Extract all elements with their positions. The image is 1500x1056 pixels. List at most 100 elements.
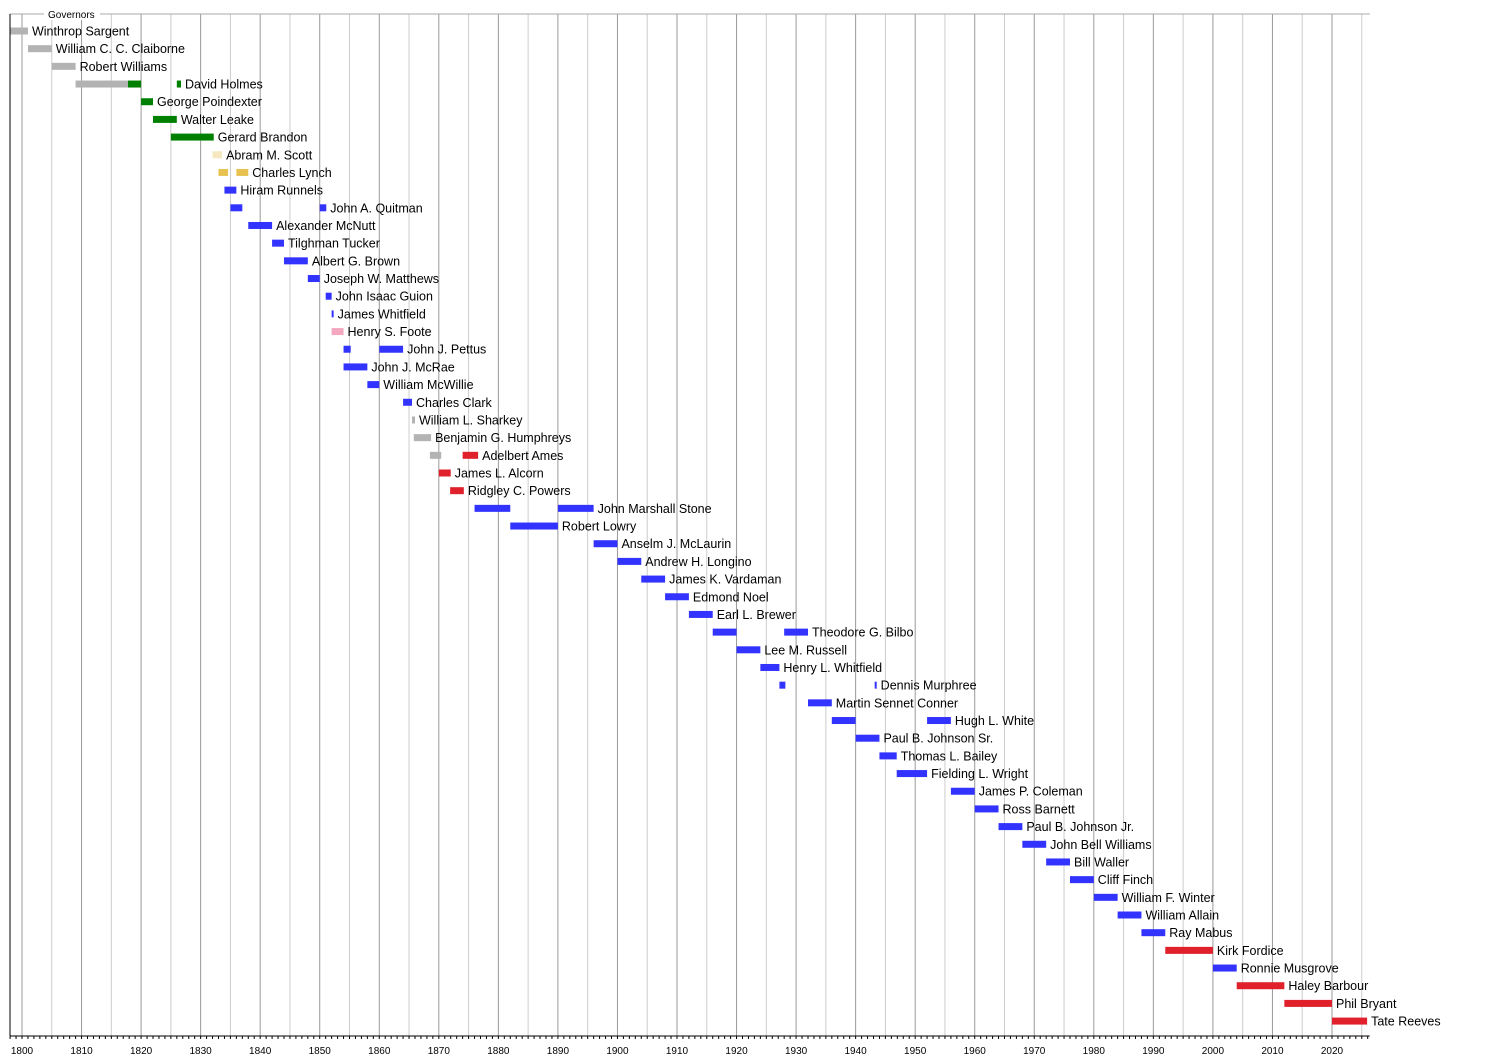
- governor-label: John Isaac Guion: [336, 290, 433, 304]
- term-bar: [10, 27, 28, 35]
- term-bar: [510, 522, 558, 530]
- term-bar: [641, 575, 666, 583]
- governor-label: Walter Leake: [181, 113, 254, 127]
- term-bar: [779, 681, 786, 689]
- term-bar: [230, 204, 243, 212]
- term-bar: [343, 363, 368, 371]
- term-bar: [412, 416, 415, 424]
- term-bar: [438, 469, 451, 477]
- governor-label: Robert Lowry: [562, 520, 637, 534]
- x-tick-label: 2000: [1202, 1046, 1225, 1056]
- gridlines: [21, 14, 1363, 1036]
- term-bar: [343, 345, 351, 353]
- term-bar: [879, 752, 897, 760]
- term-bar: [855, 734, 880, 742]
- governor-label: Ronnie Musgrove: [1241, 962, 1339, 976]
- governor-label: William McWillie: [383, 378, 473, 392]
- governor-label: William F. Winter: [1122, 891, 1215, 905]
- term-bar: [736, 646, 761, 654]
- governor-label: Lee M. Russell: [764, 643, 847, 657]
- term-bar: [1212, 964, 1237, 972]
- governor-label: James K. Vardaman: [669, 573, 781, 587]
- governor-label: Benjamin G. Humphreys: [435, 431, 571, 445]
- x-axis: 1800 1810 1820 1830 1840 1850 1860 1870 1880 1890…: [9, 13, 1370, 1056]
- governor-label: Earl L. Brewer: [717, 608, 796, 622]
- governor-label: Charles Clark: [416, 396, 492, 410]
- term-bar: [75, 80, 128, 88]
- x-tick-label: 1800: [11, 1046, 34, 1056]
- x-tick-label: 1910: [666, 1046, 689, 1056]
- x-tick-label: 2020: [1321, 1046, 1344, 1056]
- term-bar: [874, 681, 877, 689]
- term-bar: [1117, 911, 1142, 919]
- governor-label: Paul B. Johnson Sr.: [883, 732, 993, 746]
- term-bar: [557, 504, 594, 512]
- term-bar: [1141, 929, 1166, 937]
- governor-label: Edmond Noel: [693, 590, 769, 604]
- governor-label: John Bell Williams: [1050, 838, 1151, 852]
- x-tick-label: 1940: [845, 1046, 868, 1056]
- governor-label: John J. McRae: [371, 360, 454, 374]
- x-tick-label: 1990: [1142, 1046, 1165, 1056]
- term-bar: [331, 310, 334, 318]
- x-tick-label: 1830: [190, 1046, 213, 1056]
- x-tick-label: 1860: [368, 1046, 391, 1056]
- term-bar: [236, 168, 249, 176]
- term-bar: [176, 80, 181, 88]
- term-bar: [367, 381, 380, 389]
- term-bar: [950, 787, 975, 795]
- x-tick-label: 1970: [1023, 1046, 1046, 1056]
- governor-label: Adelbert Ames: [482, 449, 563, 463]
- governor-label: John Marshall Stone: [598, 502, 712, 516]
- governor-label: Robert Williams: [80, 60, 168, 74]
- governor-label: William L. Sharkey: [419, 413, 523, 427]
- term-bar: [283, 257, 308, 265]
- governor-label: Henry L. Whitfield: [783, 661, 882, 675]
- governor-label: Abram M. Scott: [226, 148, 313, 162]
- term-bar: [998, 823, 1023, 831]
- chart-title: Governors: [48, 10, 95, 21]
- governor-label: Albert G. Brown: [312, 254, 400, 268]
- governor-label: Theodore G. Bilbo: [812, 626, 913, 640]
- term-bar: [760, 663, 780, 671]
- governor-label: Alexander McNutt: [276, 219, 376, 233]
- x-tick-label: 1920: [725, 1046, 748, 1056]
- governor-label: Kirk Fordice: [1217, 944, 1284, 958]
- governor-label: Paul B. Johnson Jr.: [1026, 820, 1134, 834]
- term-bar: [896, 770, 928, 778]
- governor-label: Martin Sennet Conner: [836, 696, 958, 710]
- term-bar: [474, 504, 511, 512]
- governor-label: James L. Alcorn: [455, 467, 544, 481]
- governor-label: Haley Barbour: [1288, 979, 1368, 993]
- term-bar: [831, 717, 856, 725]
- governor-labels: Winthrop Sargent William C. C. Claiborne R…: [32, 25, 1441, 1029]
- term-bar: [379, 345, 404, 353]
- term-bar: [712, 628, 737, 636]
- term-bar: [319, 204, 327, 212]
- term-bar: [462, 451, 479, 459]
- governor-label: Ross Barnett: [1003, 802, 1076, 816]
- governor-label: Andrew H. Longino: [645, 555, 751, 569]
- term-bar: [429, 451, 442, 459]
- term-bar: [212, 151, 223, 159]
- x-tick-label: 1880: [487, 1046, 510, 1056]
- x-tick-label: 1950: [904, 1046, 927, 1056]
- x-tick-label: 1890: [547, 1046, 570, 1056]
- term-bar: [927, 717, 951, 725]
- x-tick-label: 1930: [785, 1046, 808, 1056]
- x-tick-label: 2010: [1261, 1046, 1284, 1056]
- governor-label: William Allain: [1145, 909, 1219, 923]
- governor-label: Henry S. Foote: [348, 325, 432, 339]
- term-bar: [218, 168, 229, 176]
- term-bar: [974, 805, 999, 813]
- term-bar: [224, 186, 237, 194]
- governor-label: William C. C. Claiborne: [56, 42, 185, 56]
- term-bar: [307, 275, 320, 283]
- governor-label: Gerard Brandon: [218, 131, 308, 145]
- governor-label: Winthrop Sargent: [32, 25, 130, 39]
- term-bar: [51, 62, 76, 70]
- governor-label: George Poindexter: [157, 95, 262, 109]
- governor-label: Cliff Finch: [1098, 873, 1153, 887]
- term-bar: [1069, 876, 1094, 884]
